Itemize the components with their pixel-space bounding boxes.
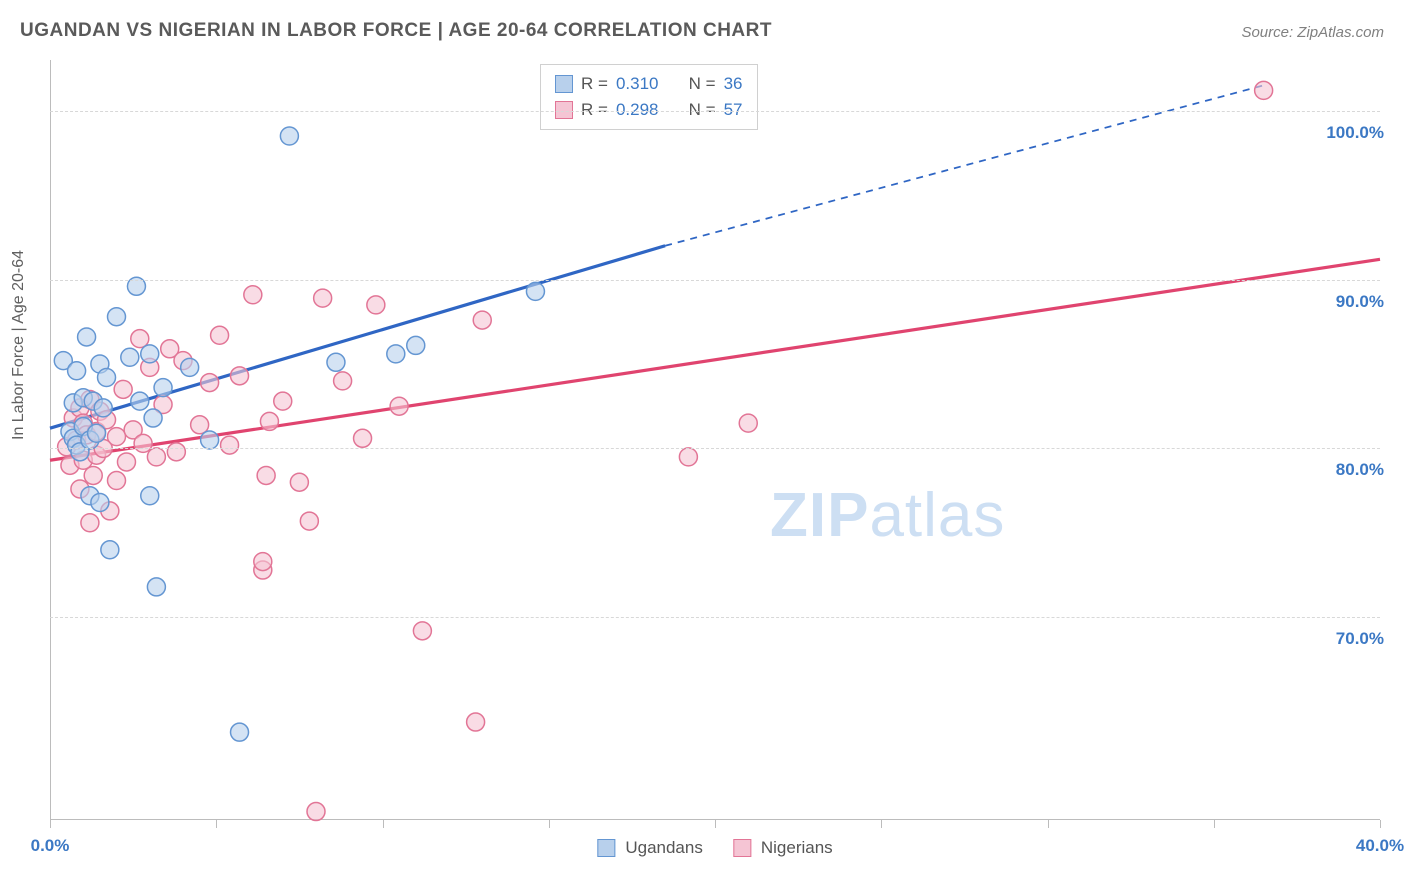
scatter-point xyxy=(201,431,219,449)
x-tick xyxy=(1380,820,1381,828)
scatter-point xyxy=(473,311,491,329)
scatter-point xyxy=(101,541,119,559)
gridline xyxy=(50,617,1380,618)
scatter-point xyxy=(257,466,275,484)
y-tick-label: 80.0% xyxy=(1336,460,1384,480)
scatter-point xyxy=(327,353,345,371)
scatter-point xyxy=(1255,81,1273,99)
scatter-point xyxy=(387,345,405,363)
scatter-point xyxy=(280,127,298,145)
scatter-point xyxy=(108,428,126,446)
scatter-point xyxy=(94,399,112,417)
scatter-point xyxy=(307,803,325,821)
correlation-chart: UGANDAN VS NIGERIAN IN LABOR FORCE | AGE… xyxy=(0,0,1406,892)
scatter-point xyxy=(679,448,697,466)
scatter-point xyxy=(231,367,249,385)
scatter-point xyxy=(131,392,149,410)
legend-row: R = 0.310 N = 36 xyxy=(555,71,743,97)
x-tick xyxy=(1048,820,1049,828)
y-tick-label: 90.0% xyxy=(1336,292,1384,312)
x-tick xyxy=(50,820,51,828)
scatter-point xyxy=(134,434,152,452)
correlation-legend: R = 0.310 N = 36 R = 0.298 N = 57 xyxy=(540,64,758,130)
legend-item: Ugandans xyxy=(597,838,703,858)
chart-title: UGANDAN VS NIGERIAN IN LABOR FORCE | AGE… xyxy=(20,20,772,42)
scatter-point xyxy=(367,296,385,314)
scatter-point xyxy=(181,358,199,376)
scatter-point xyxy=(413,622,431,640)
scatter-point xyxy=(144,409,162,427)
scatter-point xyxy=(300,512,318,530)
scatter-point xyxy=(314,289,332,307)
scatter-point xyxy=(108,472,126,490)
y-axis-label: In Labor Force | Age 20-64 xyxy=(10,250,28,440)
scatter-point xyxy=(84,466,102,484)
plot-area: ZIPatlas R = 0.310 N = 36 R = 0.298 N = … xyxy=(50,60,1380,820)
legend-swatch xyxy=(733,839,751,857)
scatter-point xyxy=(91,493,109,511)
scatter-point xyxy=(211,326,229,344)
legend-swatch xyxy=(597,839,615,857)
legend-label: Nigerians xyxy=(761,838,833,858)
scatter-point xyxy=(68,362,86,380)
scatter-point xyxy=(81,514,99,532)
scatter-point xyxy=(108,308,126,326)
scatter-point xyxy=(354,429,372,447)
x-tick xyxy=(549,820,550,828)
scatter-point xyxy=(254,553,272,571)
scatter-point xyxy=(407,336,425,354)
gridline xyxy=(50,448,1380,449)
scatter-points-layer xyxy=(50,60,1380,820)
gridline xyxy=(50,280,1380,281)
scatter-point xyxy=(260,412,278,430)
scatter-point xyxy=(141,345,159,363)
y-tick-label: 70.0% xyxy=(1336,629,1384,649)
scatter-point xyxy=(154,379,172,397)
scatter-point xyxy=(98,369,116,387)
x-tick xyxy=(216,820,217,828)
x-tick xyxy=(1214,820,1215,828)
scatter-point xyxy=(290,473,308,491)
scatter-point xyxy=(117,453,135,471)
legend-item: Nigerians xyxy=(733,838,833,858)
legend-label: Ugandans xyxy=(625,838,703,858)
scatter-point xyxy=(167,443,185,461)
x-tick-label: 40.0% xyxy=(1356,836,1404,856)
scatter-point xyxy=(739,414,757,432)
series-legend: Ugandans Nigerians xyxy=(597,838,832,858)
source-attribution: Source: ZipAtlas.com xyxy=(1241,24,1384,41)
x-tick xyxy=(881,820,882,828)
scatter-point xyxy=(244,286,262,304)
scatter-point xyxy=(390,397,408,415)
scatter-point xyxy=(201,374,219,392)
scatter-point xyxy=(78,328,96,346)
scatter-point xyxy=(88,424,106,442)
scatter-point xyxy=(526,282,544,300)
x-tick-label: 0.0% xyxy=(31,836,70,856)
x-tick xyxy=(715,820,716,828)
scatter-point xyxy=(274,392,292,410)
scatter-point xyxy=(121,348,139,366)
scatter-point xyxy=(141,487,159,505)
scatter-point xyxy=(147,448,165,466)
x-tick xyxy=(383,820,384,828)
y-tick-label: 100.0% xyxy=(1326,123,1384,143)
gridline xyxy=(50,111,1380,112)
legend-swatch xyxy=(555,75,573,93)
scatter-point xyxy=(334,372,352,390)
scatter-point xyxy=(231,723,249,741)
scatter-point xyxy=(147,578,165,596)
scatter-point xyxy=(467,713,485,731)
scatter-point xyxy=(114,380,132,398)
scatter-point xyxy=(221,436,239,454)
